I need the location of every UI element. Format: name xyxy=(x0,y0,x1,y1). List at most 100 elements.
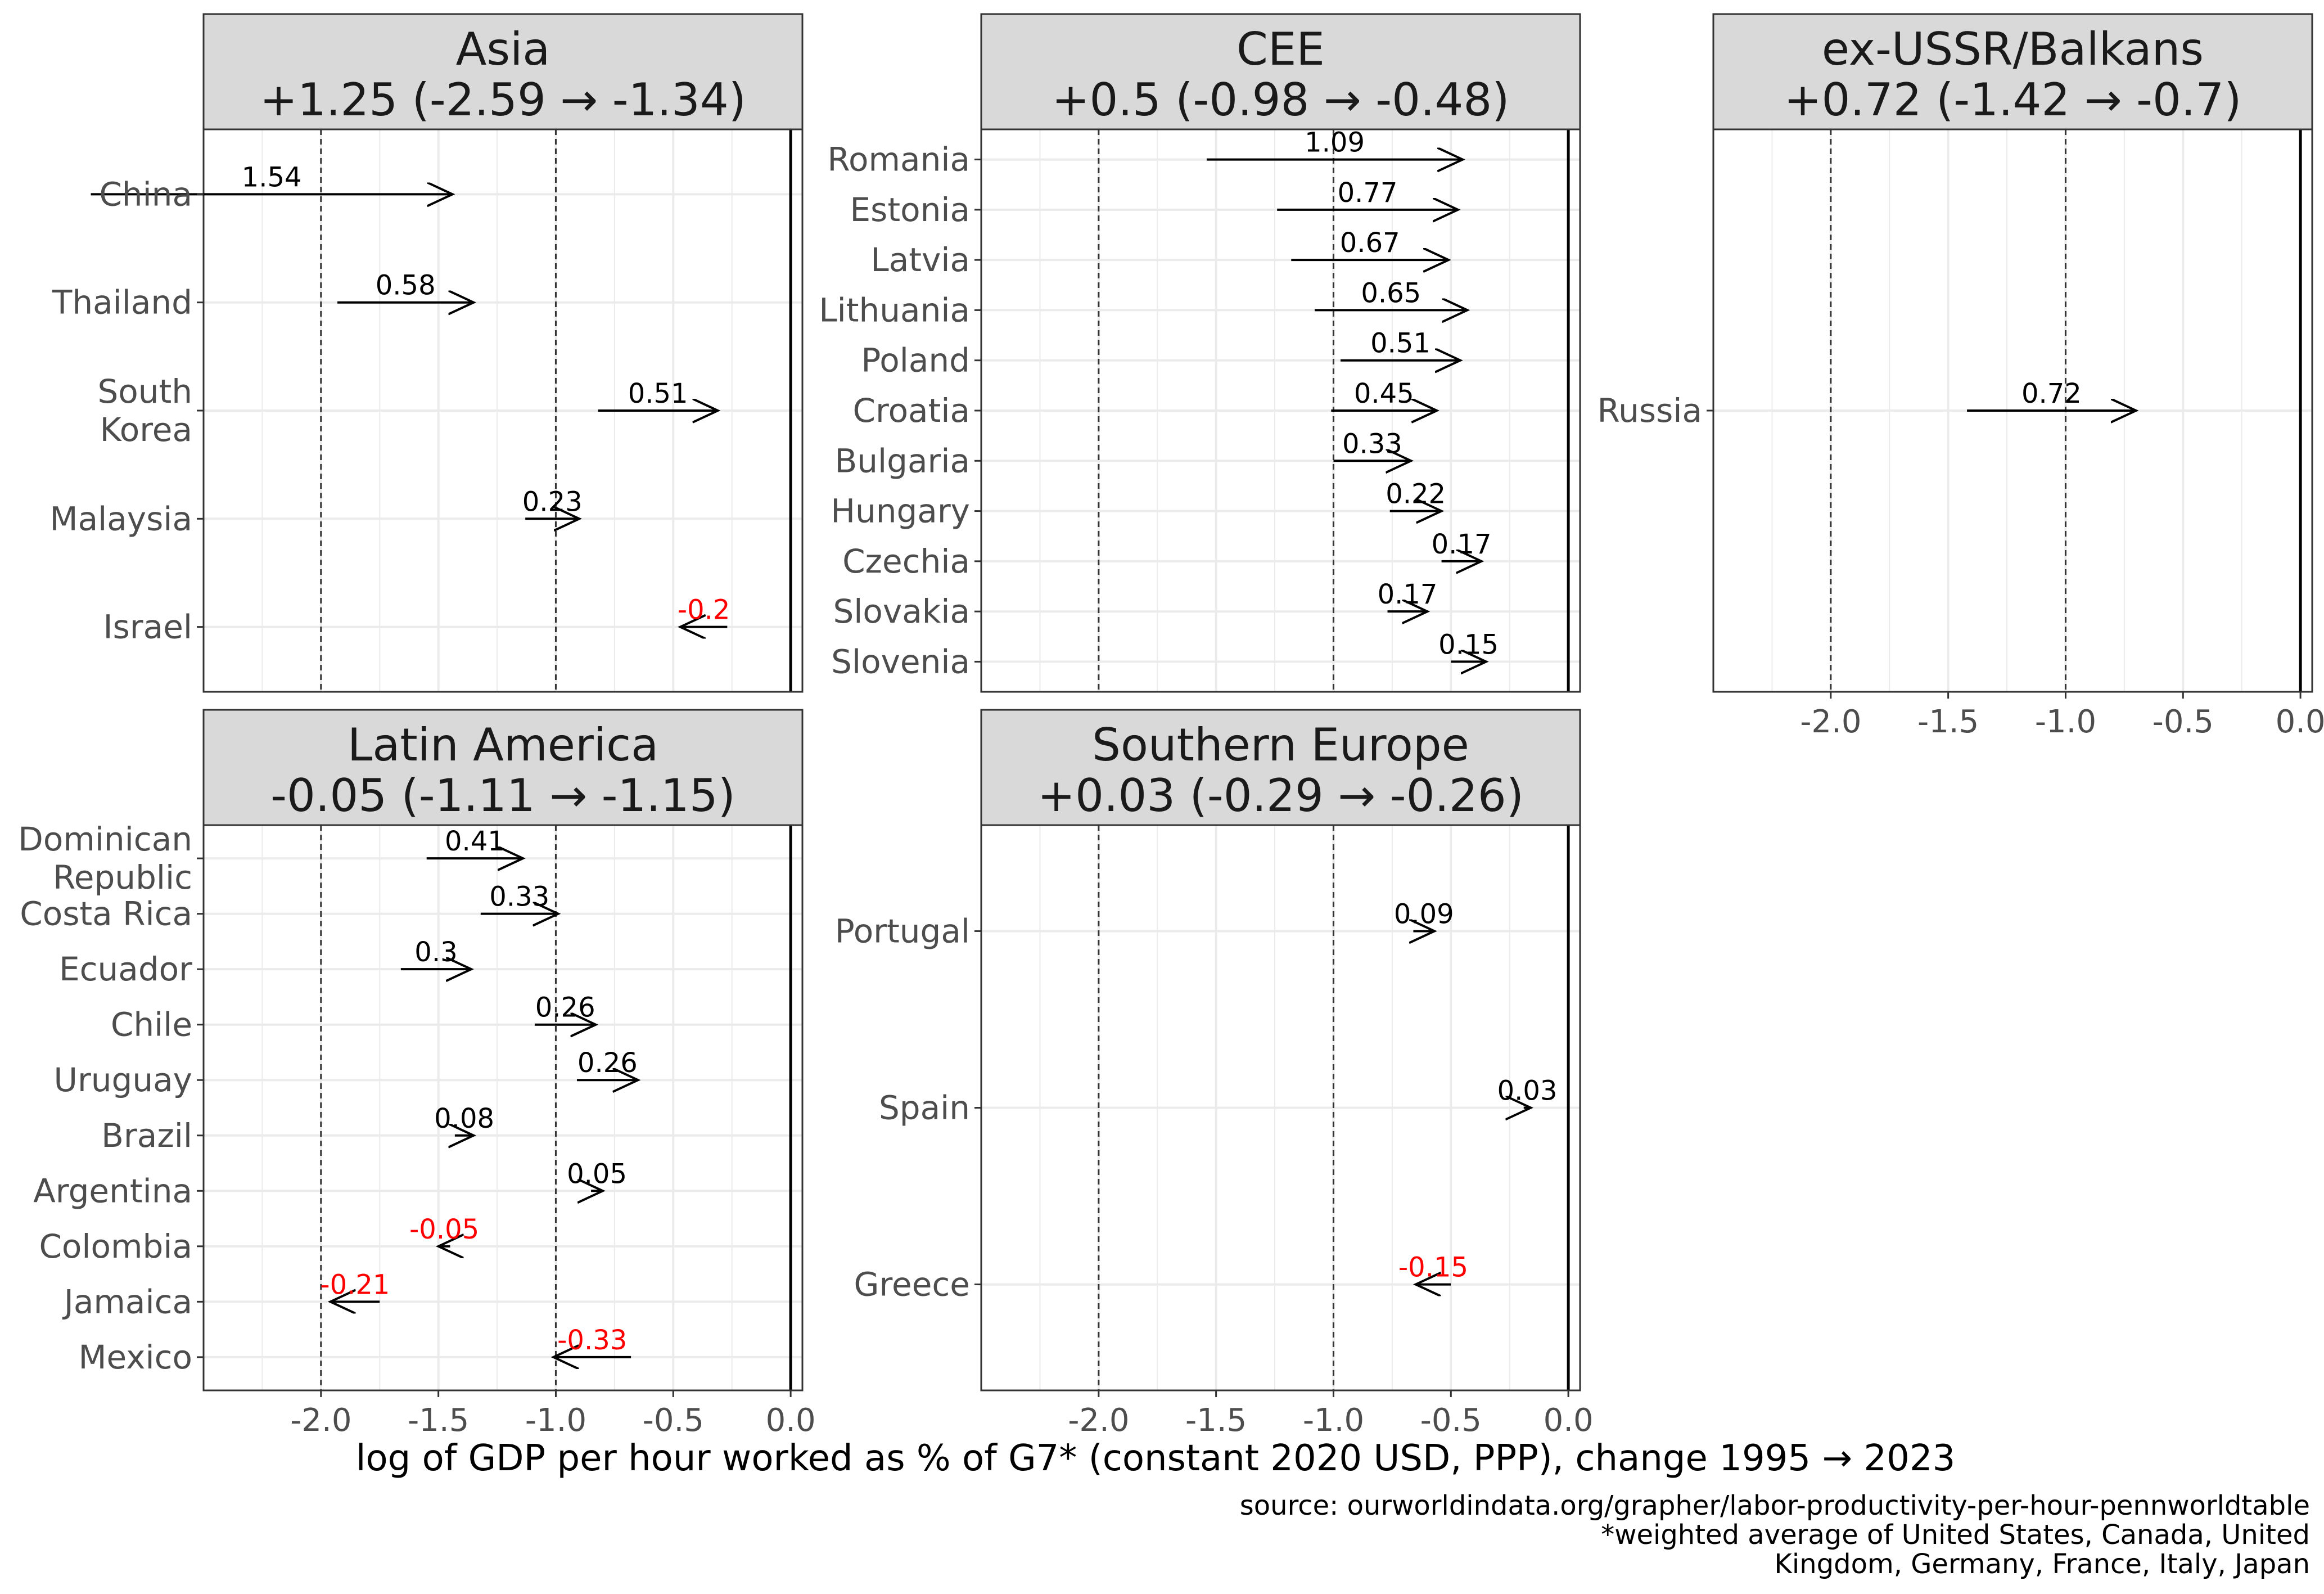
category-label: Thailand xyxy=(52,283,192,322)
panel-title: Asia xyxy=(456,23,550,75)
category-label-line: Dominican xyxy=(18,820,192,858)
x-tick-label: -0.5 xyxy=(2152,704,2214,740)
panel-strip xyxy=(1712,13,2313,130)
panel-title: Latin America xyxy=(348,719,658,771)
panel: Southern Europe+0.03 (-0.29 → -0.26) 0.09… xyxy=(835,709,1594,1439)
change-label: 0.17 xyxy=(1432,529,1492,560)
change-label: 0.51 xyxy=(1370,328,1430,359)
panel-title: CEE xyxy=(1237,23,1325,75)
change-label: 0.58 xyxy=(376,270,436,301)
category-label: Uruguay xyxy=(54,1061,193,1099)
panel: ex-USSR/Balkans+0.72 (-1.42 → -0.7) 0.72 R… xyxy=(1597,13,2324,740)
category-label-line: China xyxy=(99,175,192,213)
category-label-line: Slovenia xyxy=(831,642,970,681)
category-label: Russia xyxy=(1597,391,1702,430)
panels: Asia+1.25 (-2.59 → -1.34) 1.54 China 0.58 Th… xyxy=(18,13,2324,1439)
change-label: -0.15 xyxy=(1398,1252,1468,1284)
category-label-line: Malaysia xyxy=(50,499,192,538)
change-label: 0.17 xyxy=(1378,579,1438,610)
category-label: Greece xyxy=(854,1266,970,1304)
panel-subtitle: +0.5 (-0.98 → -0.48) xyxy=(1052,74,1510,126)
x-tick-label: -2.0 xyxy=(1800,704,1861,740)
category-label-line: Uruguay xyxy=(54,1061,193,1099)
category-label: Mexico xyxy=(78,1338,192,1376)
panel-title: ex-USSR/Balkans xyxy=(1822,23,2204,75)
category-label-line: Slovakia xyxy=(833,592,970,631)
category-label: Hungary xyxy=(831,492,970,530)
change-label: 0.03 xyxy=(1497,1075,1558,1107)
change-label: 0.33 xyxy=(489,881,549,913)
category-label-line: Republic xyxy=(53,858,192,897)
category-label-line: Jamaica xyxy=(62,1282,192,1321)
category-label: Ecuador xyxy=(59,950,192,988)
x-axis-title: log of GDP per hour worked as % of G7* (… xyxy=(356,1438,1956,1479)
category-label-line: Brazil xyxy=(101,1116,192,1155)
change-label: 0.51 xyxy=(628,378,688,409)
category-label-line: South xyxy=(97,372,192,411)
panel: CEE+0.5 (-0.98 → -0.48)1.09 Romania 0.77 Es… xyxy=(819,13,1581,693)
panel: Asia+1.25 (-2.59 → -1.34) 1.54 China 0.58 Th… xyxy=(50,13,804,693)
change-label: 0.09 xyxy=(1394,898,1454,930)
change-label: 0.22 xyxy=(1386,479,1446,510)
change-label: 0.08 xyxy=(434,1103,494,1134)
category-label: Latvia xyxy=(870,241,970,279)
category-label: South Korea xyxy=(97,372,192,449)
category-label: Argentina xyxy=(33,1172,192,1210)
category-label-line: Spain xyxy=(879,1089,970,1127)
category-label-line: Czechia xyxy=(842,542,970,580)
change-label: 0.77 xyxy=(1338,177,1398,209)
source-caption: source: ourworldindata.org/grapher/labor… xyxy=(1240,1490,2310,1521)
x-tick-label: -0.5 xyxy=(643,1402,704,1439)
category-label: Brazil xyxy=(101,1116,192,1155)
change-label: 0.41 xyxy=(445,826,505,857)
footnote-line-1: *weighted average of United States, Cana… xyxy=(1601,1519,2310,1551)
x-tick-label: -1.0 xyxy=(1303,1402,1364,1439)
x-tick-label: -2.0 xyxy=(290,1402,351,1439)
category-label-line: Colombia xyxy=(39,1227,192,1266)
x-tick-label: 0.0 xyxy=(766,1402,816,1439)
category-label-line: Mexico xyxy=(78,1338,192,1376)
category-label-line: Israel xyxy=(103,608,192,646)
change-label: 0.67 xyxy=(1340,227,1400,259)
category-label-line: Russia xyxy=(1597,391,1702,430)
category-label-line: Estonia xyxy=(850,191,970,229)
panel-strip xyxy=(980,13,1581,130)
category-label: Spain xyxy=(879,1089,970,1127)
category-label: Lithuania xyxy=(819,291,970,329)
x-tick-label: -1.0 xyxy=(525,1402,586,1439)
change-label: 0.05 xyxy=(567,1158,627,1190)
change-label: 0.23 xyxy=(522,486,583,517)
change-label: 0.33 xyxy=(1342,428,1402,460)
category-label-line: Lithuania xyxy=(819,291,970,329)
change-label: -0.21 xyxy=(320,1269,390,1300)
x-tick-label: -2.0 xyxy=(1068,1402,1129,1439)
change-label: 0.3 xyxy=(414,936,457,968)
category-label: Jamaica xyxy=(62,1282,192,1321)
category-label-line: Chile xyxy=(111,1006,192,1044)
x-tick-label: 0.0 xyxy=(1544,1402,1594,1439)
category-label: Bulgaria xyxy=(834,442,970,480)
category-label-line: Bulgaria xyxy=(834,442,970,480)
category-label-line: Poland xyxy=(861,341,970,380)
category-label: Slovenia xyxy=(831,642,970,681)
panel-subtitle: +0.72 (-1.42 → -0.7) xyxy=(1784,74,2242,126)
footnote-line-2: Kingdom, Germany, France, Italy, Japan xyxy=(1774,1548,2310,1580)
change-label: 0.45 xyxy=(1354,378,1414,409)
category-label: Estonia xyxy=(850,191,970,229)
category-label-line: Croatia xyxy=(853,391,971,430)
x-tick-label: -1.5 xyxy=(1917,704,1979,740)
category-label: China xyxy=(99,175,192,213)
category-label-line: Costa Rica xyxy=(20,895,192,933)
category-label-line: Latvia xyxy=(870,241,970,279)
category-label-line: Portugal xyxy=(835,912,970,950)
category-label: Dominican Republic xyxy=(18,820,192,897)
category-label: Portugal xyxy=(835,912,970,950)
category-label: Malaysia xyxy=(50,499,192,538)
category-label: Costa Rica xyxy=(20,895,192,933)
change-label: 0.15 xyxy=(1438,629,1499,660)
category-label-line: Romania xyxy=(827,141,970,179)
change-label: 0.26 xyxy=(577,1047,638,1079)
category-label: Chile xyxy=(111,1006,192,1044)
x-tick-label: -1.0 xyxy=(2035,704,2096,740)
